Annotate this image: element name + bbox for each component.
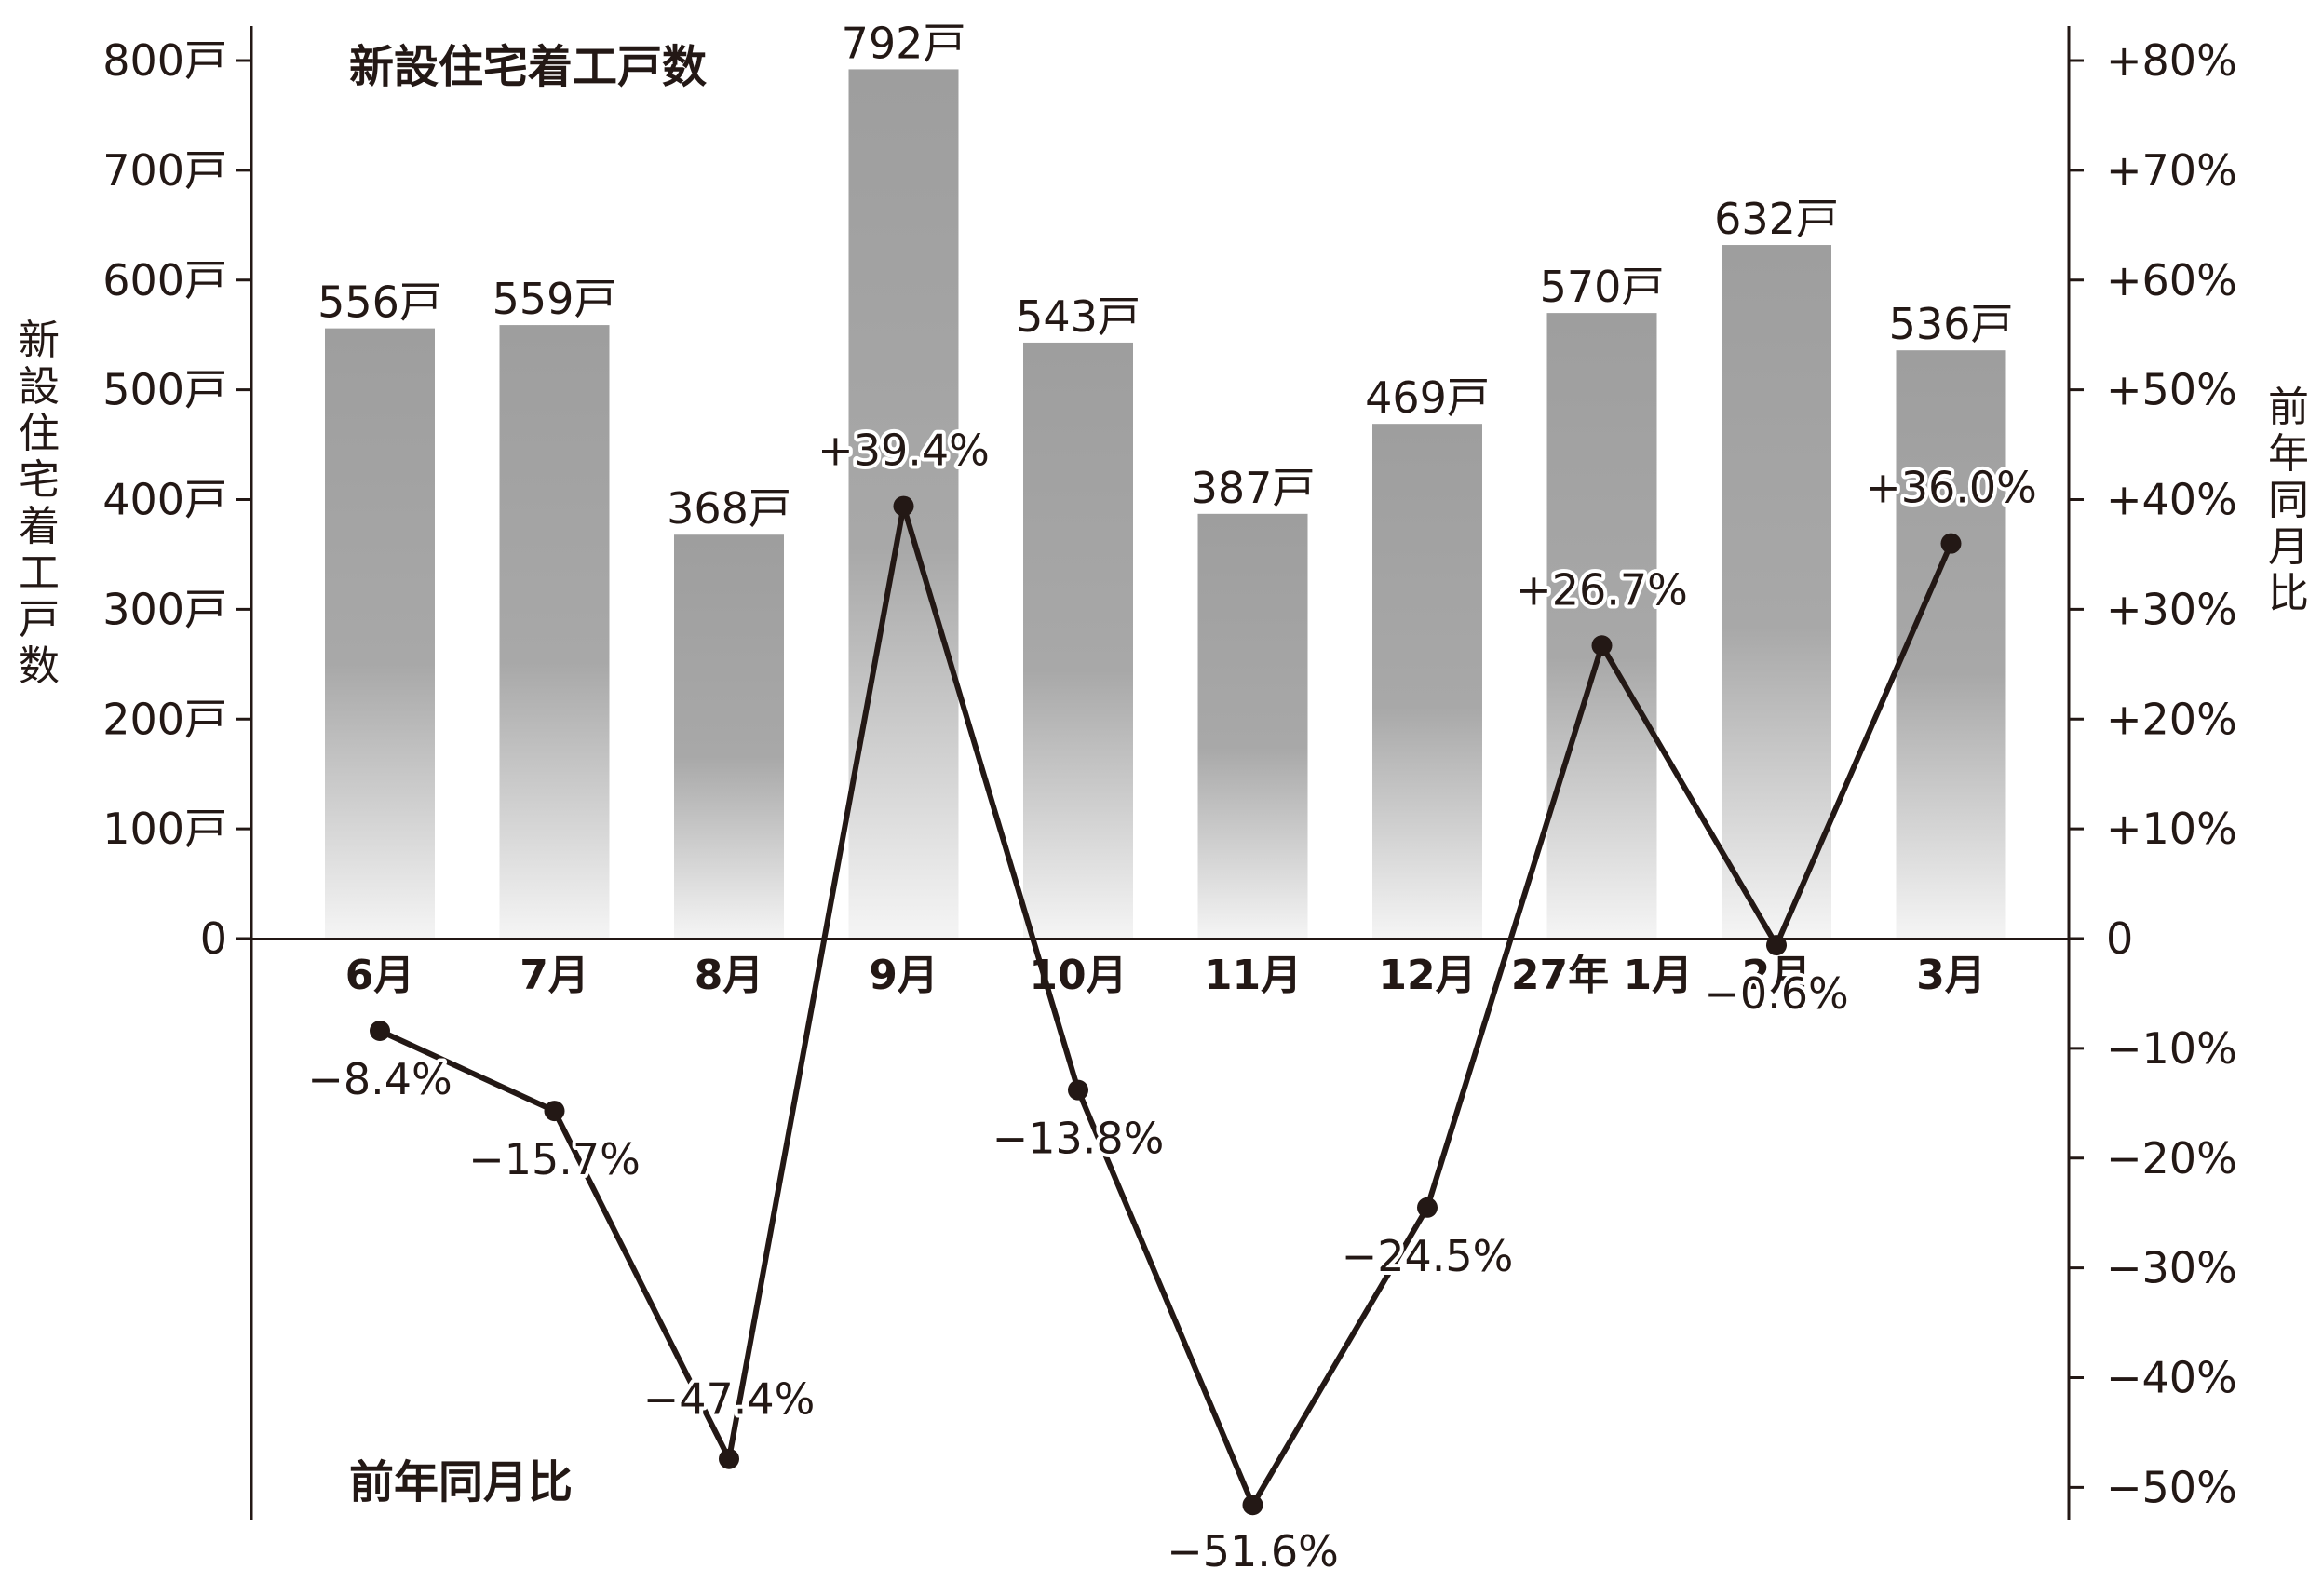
bar-value-label: 570戸 bbox=[1540, 262, 1665, 312]
left-axis-title-char: 住 bbox=[19, 410, 60, 457]
right-tick-label: +40% bbox=[2106, 475, 2237, 525]
chart-title: 新設住宅着工戸数 bbox=[349, 41, 707, 93]
yoy-series-line bbox=[378, 505, 1954, 1511]
left-tick-label: 500戸 bbox=[102, 365, 227, 415]
bar-value-label: 792戸 bbox=[842, 18, 966, 68]
category-label: 10月 bbox=[1029, 952, 1127, 999]
yoy-point bbox=[370, 1021, 390, 1042]
category-label: 7月 bbox=[520, 952, 589, 999]
left-tick-label: 100戸 bbox=[102, 804, 227, 854]
right-axis-title-char: 年 bbox=[2268, 430, 2309, 478]
right-axis-title-char: 同 bbox=[2268, 477, 2309, 524]
line-layer bbox=[370, 495, 1962, 1516]
bar-value-label: 559戸 bbox=[493, 274, 617, 324]
yoy-point bbox=[719, 1448, 739, 1469]
right-tick-label: +30% bbox=[2106, 584, 2237, 634]
yoy-point bbox=[544, 1101, 565, 1122]
bar-value-label: 368戸 bbox=[667, 483, 791, 534]
left-tick-label: 400戸 bbox=[102, 475, 227, 525]
text-layer: 0 100戸 200戸 300戸 400戸 500戸 600戸 700戸 800戸 +80% +70… bbox=[19, 18, 2309, 1580]
bar-value-label: 469戸 bbox=[1365, 372, 1490, 423]
bar-value-label: 632戸 bbox=[1714, 194, 1839, 244]
yoy-point bbox=[1242, 1495, 1263, 1516]
bar-value-label: 556戸 bbox=[317, 277, 442, 328]
right-tick-label: 0 bbox=[2106, 913, 2133, 964]
category-label: 8月 bbox=[695, 952, 764, 999]
left-tick-label: 600戸 bbox=[102, 255, 227, 305]
bar-value-label: 536戸 bbox=[1889, 299, 2014, 349]
category-label: 27年 1月 bbox=[1511, 952, 1693, 999]
left-axis-title-char: 工 bbox=[19, 549, 60, 597]
left-axis-title-char: 数 bbox=[19, 642, 60, 690]
right-tick-label: −30% bbox=[2106, 1243, 2237, 1293]
yoy-point bbox=[1940, 533, 1962, 554]
category-label: 3月 bbox=[1916, 952, 1986, 999]
category-label: 2月 bbox=[1742, 952, 1812, 999]
left-axis-title-char: 新 bbox=[19, 317, 60, 364]
right-axis-title-char: 前 bbox=[2268, 384, 2309, 431]
yoy-value-label: −13.8% bbox=[992, 1114, 1165, 1164]
right-axis-title-char: 比 bbox=[2268, 570, 2309, 617]
yoy-value-label: +26.7% bbox=[1516, 564, 1688, 615]
axes-layer bbox=[236, 26, 2084, 1520]
category-label: 6月 bbox=[345, 952, 415, 999]
left-axis-title-char: 戸 bbox=[19, 596, 60, 643]
right-tick-label: +60% bbox=[2106, 255, 2237, 305]
left-tick-label: 0 bbox=[200, 913, 227, 964]
bar bbox=[1722, 245, 1831, 939]
right-axis-title-char: 月 bbox=[2268, 523, 2309, 571]
bar bbox=[1546, 313, 1657, 939]
left-tick-label: 700戸 bbox=[102, 145, 227, 196]
yoy-value-label: +39.4% bbox=[817, 426, 990, 476]
left-axis-title-char: 着 bbox=[19, 503, 60, 550]
right-tick-label: +50% bbox=[2106, 365, 2237, 415]
left-tick-label: 800戸 bbox=[102, 35, 227, 86]
secondary-title: 前年同月比 bbox=[349, 1456, 573, 1508]
yoy-value-label: −0.6% bbox=[1704, 968, 1848, 1019]
right-tick-label: +10% bbox=[2106, 804, 2237, 854]
left-tick-label: 300戸 bbox=[102, 584, 227, 634]
category-label: 9月 bbox=[869, 952, 938, 999]
category-label: 11月 bbox=[1204, 952, 1302, 999]
yoy-value-label: −51.6% bbox=[1167, 1526, 1339, 1576]
right-tick-label: −50% bbox=[2106, 1462, 2237, 1512]
yoy-point bbox=[1417, 1197, 1438, 1218]
yoy-point bbox=[893, 495, 914, 517]
bar bbox=[1896, 350, 2006, 939]
bar bbox=[499, 325, 610, 939]
bar bbox=[1197, 513, 1308, 939]
yoy-value-label: +36.0% bbox=[1865, 463, 2037, 513]
bar bbox=[674, 534, 784, 939]
bar-value-label: 543戸 bbox=[1016, 291, 1141, 342]
left-axis-title-char: 設 bbox=[19, 363, 60, 411]
right-tick-label: +80% bbox=[2106, 35, 2237, 86]
right-tick-label: +20% bbox=[2106, 694, 2237, 744]
yoy-value-label: −15.7% bbox=[468, 1134, 641, 1184]
yoy-value-label: −47.4% bbox=[643, 1374, 816, 1425]
bar bbox=[1023, 342, 1133, 940]
category-label: 12月 bbox=[1378, 952, 1476, 999]
yoy-point bbox=[1068, 1079, 1088, 1101]
yoy-value-label: −8.4% bbox=[307, 1054, 452, 1104]
right-tick-label: +70% bbox=[2106, 145, 2237, 196]
bar-layer bbox=[325, 69, 2006, 940]
yoy-point bbox=[1766, 935, 1787, 956]
yoy-value-label: −24.5% bbox=[1342, 1231, 1514, 1281]
right-tick-label: −40% bbox=[2106, 1353, 2237, 1403]
left-tick-label: 200戸 bbox=[102, 694, 227, 744]
left-axis-title-char: 宅 bbox=[19, 456, 60, 504]
right-tick-label: −10% bbox=[2106, 1023, 2237, 1074]
bar bbox=[325, 328, 435, 939]
yoy-point bbox=[1591, 635, 1613, 656]
right-tick-label: −20% bbox=[2106, 1133, 2237, 1183]
bar-value-label: 387戸 bbox=[1191, 463, 1316, 513]
bar bbox=[1372, 424, 1482, 939]
